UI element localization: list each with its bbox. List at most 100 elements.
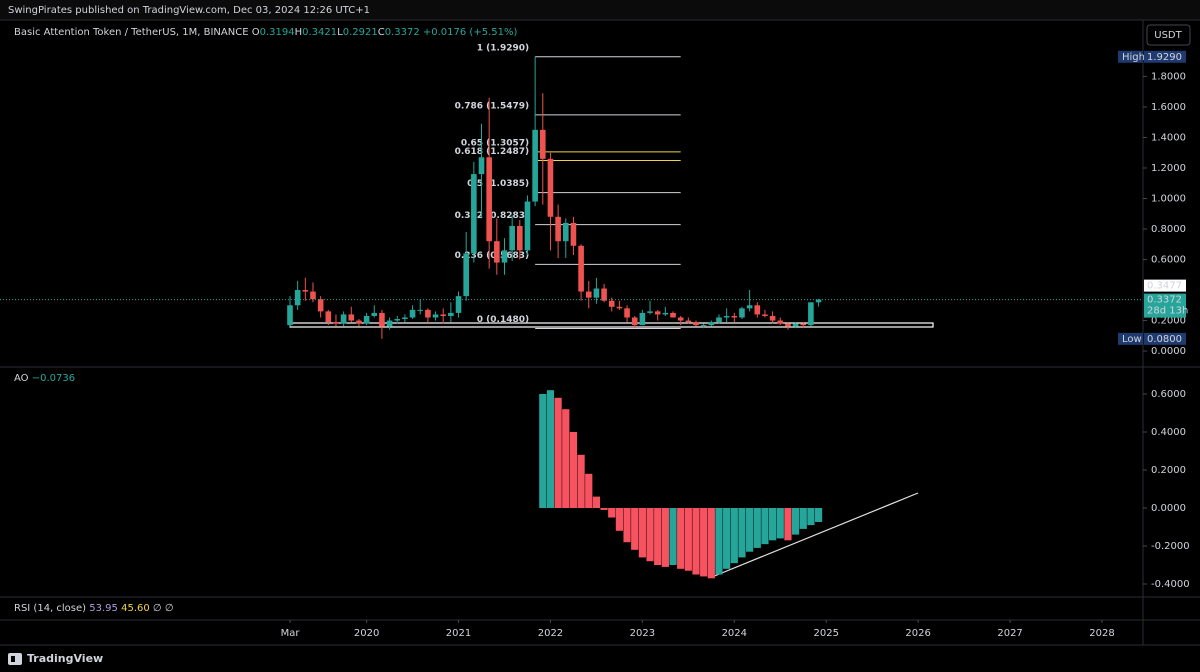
extreme-value: 0.0800 [1147, 334, 1182, 345]
ao-bar [814, 508, 823, 522]
ao-bar [746, 508, 754, 552]
ao-bar [600, 508, 608, 510]
ao-bar [723, 508, 731, 569]
last-price-label: 0.3372 [1147, 295, 1182, 306]
y-tick-label: 1.8000 [1151, 71, 1186, 82]
ao-bar [661, 508, 669, 567]
x-tick-label: 2026 [905, 628, 930, 639]
candle-body [693, 322, 699, 326]
symbol-title: Basic Attention Token / TetherUS, 1M, BI… [14, 27, 249, 38]
extreme-value-box [1144, 50, 1186, 63]
fib-label: 1 (1.9290) [477, 43, 529, 53]
candle-body [616, 306, 623, 309]
candle-body [785, 323, 791, 327]
currency-button[interactable] [1146, 24, 1191, 46]
candle-body [708, 322, 715, 326]
candle-body [417, 309, 424, 311]
candle-body [348, 314, 355, 321]
ao-bar [638, 508, 646, 558]
candle-body [624, 308, 630, 318]
x-tick-label: 2023 [630, 628, 655, 639]
ao-bar [776, 508, 784, 539]
candle-body [394, 319, 401, 321]
y-tick-label: 0.8000 [1151, 224, 1186, 235]
candle-body [325, 311, 332, 323]
ao-bar [684, 508, 692, 571]
y-tick-label: 1.4000 [1151, 132, 1186, 143]
candle-body [486, 157, 492, 242]
candle-body [371, 312, 378, 316]
candle-body [517, 225, 523, 251]
candle-body [639, 312, 646, 326]
ao-bar [577, 454, 585, 509]
ao-readout: −0.0736 [31, 373, 76, 384]
candle-body [677, 317, 684, 321]
candle-body [509, 225, 515, 251]
candle-body [448, 312, 454, 316]
y-tick-label: 0.2000 [1151, 465, 1186, 476]
fib-label: 0.5 (1.0385) [467, 179, 529, 189]
x-tick-label: Mar [281, 628, 301, 639]
candle-body [593, 288, 600, 298]
candle-body [754, 305, 761, 315]
y-tick-label: 0.4000 [1151, 427, 1186, 438]
x-tick-label: 2024 [722, 628, 747, 639]
ao-bar [715, 508, 723, 575]
candle-body [670, 312, 676, 318]
candle-body [739, 308, 745, 318]
candle-body [685, 320, 692, 323]
candle-body [746, 305, 753, 309]
candle-body [769, 315, 776, 321]
extreme-tag-box [1118, 50, 1143, 63]
candle-body [800, 323, 807, 326]
rsi-readout: 53.95 [89, 603, 118, 614]
candle-body [731, 315, 738, 318]
symbol-legend: Basic Attention Token / TetherUS, 1M, BI… [14, 27, 517, 38]
ao-bar [707, 508, 715, 579]
candle-body [356, 320, 362, 324]
ao-bar [784, 508, 792, 541]
candle-body [310, 291, 316, 300]
brand: TradingView [27, 652, 103, 665]
x-tick-label: 2027 [997, 628, 1022, 639]
ohlc-value: 0.3372 [384, 27, 420, 38]
ao-title: AO [14, 373, 29, 384]
ao-bar [738, 508, 746, 558]
ao-bar [769, 508, 777, 541]
ao-legend: AO −0.0736 [14, 373, 75, 384]
candle-body [808, 302, 814, 326]
ohlc-value: 0.3421 [302, 27, 338, 38]
candle-body [363, 315, 370, 324]
ao-bar [615, 508, 623, 531]
candle-body [455, 296, 462, 313]
candle-body [317, 299, 324, 312]
candle-body [425, 309, 431, 318]
ao-bar [669, 508, 677, 566]
ao-bar [799, 508, 807, 529]
publisher: SwingPirates published on TradingView.co… [8, 5, 370, 16]
candle-body [463, 253, 469, 297]
ao-bar [761, 508, 769, 545]
x-tick-label: 2021 [446, 628, 471, 639]
top-bar [0, 0, 1200, 20]
x-tick-label: 2028 [1089, 628, 1114, 639]
candle-body [723, 315, 730, 318]
ao-bar [692, 508, 700, 575]
candle-body [471, 174, 477, 254]
candle-body [700, 325, 707, 327]
ao-bar [554, 397, 562, 509]
ohlc-key: H [294, 27, 303, 38]
last-price-box [1144, 293, 1186, 318]
ao-bar [608, 508, 616, 518]
candle-body [432, 314, 439, 318]
candle-body [302, 290, 309, 292]
y-tick-label: 1.6000 [1151, 102, 1186, 113]
ao-bar [677, 508, 685, 569]
extreme-tag: High [1122, 52, 1145, 63]
y-tick-label: 0.0000 [1151, 503, 1186, 514]
candle-body [608, 300, 615, 307]
candle-body [478, 157, 485, 175]
currency[interactable]: USDT [1154, 30, 1182, 41]
